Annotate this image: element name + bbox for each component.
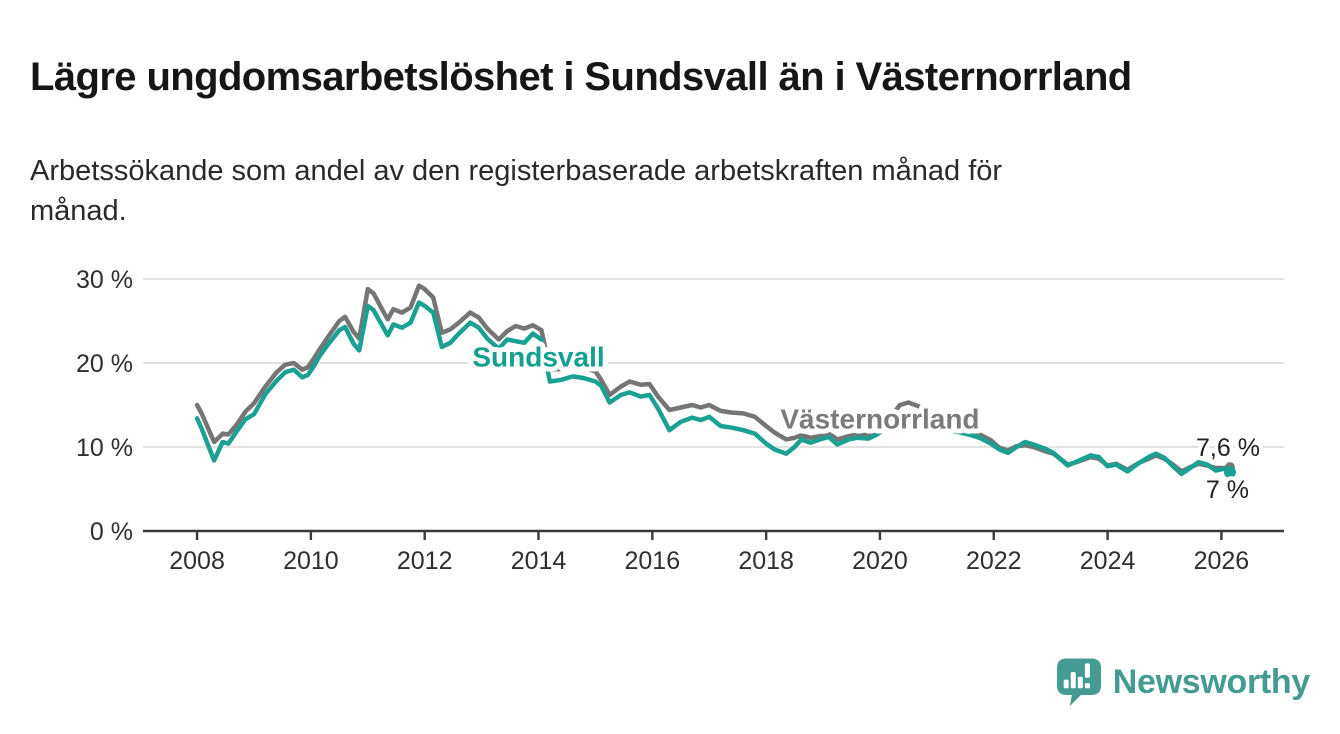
x-tick-label: 2008 xyxy=(169,547,225,575)
x-tick-label: 2012 xyxy=(397,547,453,575)
x-tick-label: 2020 xyxy=(852,547,908,575)
series-label-västernorrland: Västernorrland xyxy=(780,403,979,434)
x-tick-label: 2014 xyxy=(511,547,567,575)
end-value-label-västernorrland: 7,6 % xyxy=(1196,434,1260,462)
end-value-label-sundsvall: 7 % xyxy=(1206,476,1249,504)
y-tick-label: 0 % xyxy=(90,518,133,546)
series-line-västernorrland xyxy=(194,283,1233,474)
y-tick-label: 30 % xyxy=(76,266,133,294)
chart-subtitle: Arbetssökande som andel av den registerb… xyxy=(30,155,1003,228)
y-tick-label: 20 % xyxy=(76,350,133,378)
x-tick-label: 2024 xyxy=(1080,547,1136,575)
newsworthy-logo[interactable]: Newsworthy xyxy=(1056,657,1310,708)
x-tick-label: 2018 xyxy=(738,547,794,575)
y-tick-label: 10 % xyxy=(76,434,133,462)
x-tick-label: 2022 xyxy=(966,547,1022,575)
newsworthy-bubble-chart-icon xyxy=(1056,658,1101,706)
x-tick-label: 2026 xyxy=(1194,547,1250,575)
series-line-sundsvall xyxy=(194,300,1233,477)
page-title: Lägre ungdomsarbetslöshet i Sundsvall än… xyxy=(30,54,1132,99)
x-tick-label: 2016 xyxy=(625,547,681,575)
series-label-sundsvall: Sundsvall xyxy=(472,341,604,372)
x-tick-label: 2010 xyxy=(283,547,339,575)
newsworthy-wordmark: Newsworthy xyxy=(1112,663,1311,701)
end-dot-sundsvall xyxy=(1223,466,1236,479)
